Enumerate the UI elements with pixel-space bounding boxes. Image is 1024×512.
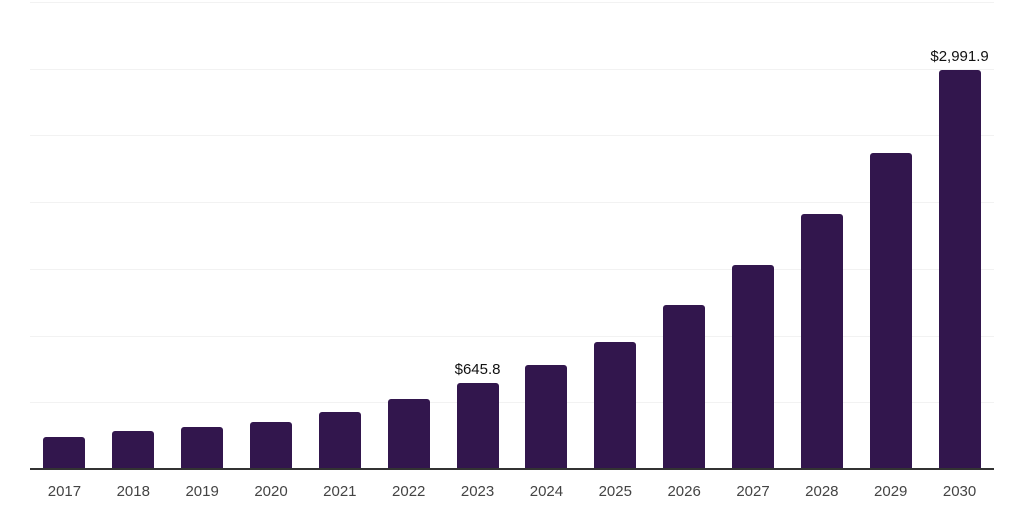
x-tick-label-2023: 2023 bbox=[460, 483, 495, 500]
x-tick-label-2026: 2026 bbox=[667, 483, 701, 500]
x-tick-label-2025: 2025 bbox=[598, 483, 632, 500]
x-tick-label-2024: 2024 bbox=[529, 483, 564, 500]
gridline-2500 bbox=[30, 135, 994, 137]
x-tick-label-2027: 2027 bbox=[736, 483, 770, 500]
gridline-2000 bbox=[30, 202, 994, 204]
data-label-2023: $645.8 bbox=[454, 360, 501, 378]
bar-2017[interactable] bbox=[43, 436, 86, 469]
bar-2020[interactable] bbox=[250, 422, 292, 469]
bar-2018[interactable] bbox=[112, 430, 155, 469]
data-label-2030: $2,991.9 bbox=[930, 47, 989, 65]
plot-area: $645.8 $2,991.9 bbox=[30, 2, 994, 469]
x-tick-label-2018: 2018 bbox=[116, 483, 150, 500]
x-tick-label-2028: 2028 bbox=[805, 483, 839, 500]
bar-2022[interactable] bbox=[387, 399, 430, 469]
gridline-1500 bbox=[30, 268, 994, 270]
bar-2023[interactable] bbox=[456, 382, 499, 469]
gridline-500 bbox=[30, 402, 994, 404]
gridline-1000 bbox=[30, 335, 994, 337]
bar-2024[interactable] bbox=[525, 364, 568, 469]
bar-2028[interactable] bbox=[800, 214, 843, 469]
bar-2026[interactable] bbox=[663, 304, 706, 469]
x-tick-label-2020: 2020 bbox=[254, 483, 288, 500]
bar-2027[interactable] bbox=[732, 264, 774, 469]
x-tick-label-2021: 2021 bbox=[323, 483, 357, 500]
bar-2021[interactable] bbox=[318, 412, 361, 469]
bar-2030[interactable] bbox=[938, 69, 981, 469]
x-axis-line bbox=[30, 468, 994, 470]
x-tick-label-2029: 2029 bbox=[874, 483, 908, 500]
x-axis-labels: 2017 2018 2019 2020 2021 2022 2023 2024 2025 2026… bbox=[30, 484, 994, 502]
gridline-3000 bbox=[30, 68, 994, 70]
bar-2029[interactable] bbox=[869, 152, 912, 469]
x-tick-label-2019: 2019 bbox=[185, 483, 219, 500]
gridline-3500 bbox=[30, 2, 994, 3]
bar-2019[interactable] bbox=[181, 427, 224, 469]
x-tick-label-2030: 2030 bbox=[942, 483, 977, 500]
x-tick-label-2022: 2022 bbox=[392, 483, 426, 500]
x-tick-label-2017: 2017 bbox=[47, 483, 82, 500]
bar-2025[interactable] bbox=[594, 341, 637, 469]
